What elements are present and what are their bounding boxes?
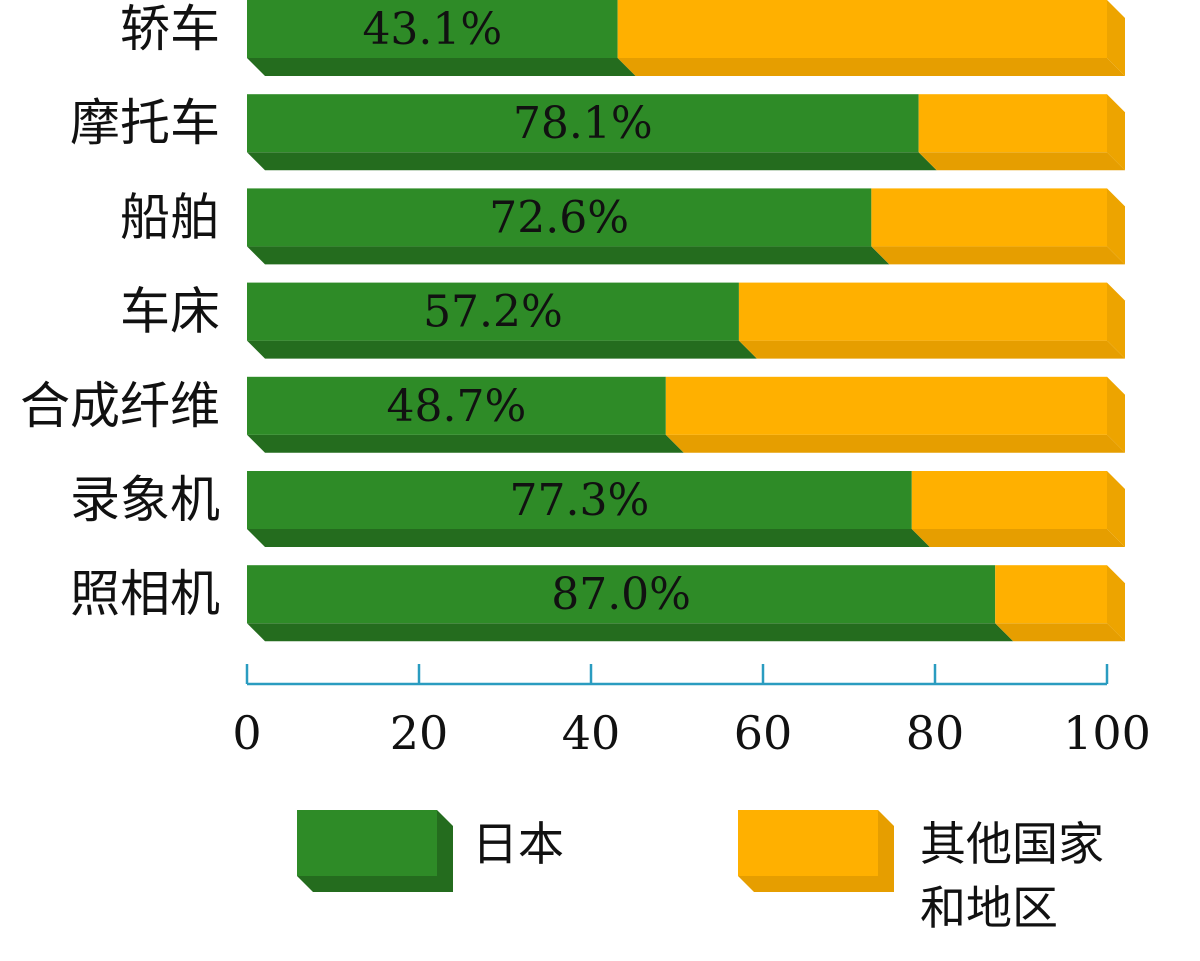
category-label: 照相机 — [70, 565, 220, 623]
bars-layer: 43.1% 轿车 78.1% 摩托车 72.6% 船舶 57.2% 车床 48.7% 合成纤维 77… — [20, 0, 1125, 642]
bar-value-label: 87.0% — [551, 569, 691, 620]
bar-segment-other — [738, 282, 1107, 341]
bar-segment-japan — [247, 565, 996, 624]
bar-row: 57.2% 车床 — [120, 282, 1125, 359]
bar-value-label: 48.7% — [387, 381, 527, 432]
bar-shadow-japan — [247, 152, 937, 171]
x-axis: 0 20 40 60 80 100 — [232, 664, 1151, 760]
bar-segment-other — [617, 0, 1107, 58]
bar-shadow-japan — [247, 58, 636, 76]
bar-segment-other — [995, 565, 1107, 624]
bar-shadow-other — [995, 623, 1125, 642]
x-tick-label: 80 — [906, 706, 965, 760]
bar-side-other — [1107, 565, 1125, 642]
category-label: 船舶 — [120, 188, 220, 246]
bar-segment-japan — [247, 376, 666, 435]
bar-segment-other — [665, 376, 1107, 435]
legend-swatch — [738, 810, 878, 876]
bar-side-other — [1107, 471, 1125, 547]
bar-shadow-other — [738, 340, 1125, 359]
bar-row: 43.1% 轿车 — [120, 0, 1125, 76]
legend-label-line: 和地区 — [920, 881, 1058, 935]
bar-side-other — [1107, 0, 1125, 76]
bar-value-label: 72.6% — [489, 192, 629, 243]
bar-segment-japan — [247, 188, 872, 247]
x-tick-label: 0 — [232, 706, 261, 760]
bar-shadow-japan — [247, 434, 684, 453]
bar-value-label: 78.1% — [513, 98, 653, 149]
x-tick-label: 100 — [1063, 706, 1151, 760]
bar-segment-japan — [247, 0, 618, 58]
bar-shadow-japan — [247, 246, 890, 265]
category-label: 摩托车 — [70, 94, 220, 152]
bar-segment-other — [911, 471, 1107, 529]
category-label: 车床 — [120, 283, 220, 341]
bar-shadow-other — [665, 434, 1125, 453]
bar-side-other — [1107, 94, 1125, 171]
bar-value-label: 77.3% — [509, 475, 649, 526]
bar-side-other — [1107, 376, 1125, 453]
bar-shadow-japan — [247, 623, 1014, 642]
legend-label: 日本 — [472, 817, 564, 871]
bar-shadow-other — [617, 58, 1125, 76]
bar-shadow-japan — [247, 529, 930, 547]
x-tick-label: 20 — [390, 706, 449, 760]
bar-segment-japan — [247, 471, 912, 529]
legend-item-japan: 日本 — [297, 810, 564, 892]
bar-side-other — [1107, 282, 1125, 359]
bar-row: 77.3% 录象机 — [70, 471, 1125, 547]
legend-swatch — [297, 810, 437, 876]
category-label: 录象机 — [70, 471, 220, 529]
bar-shadow-japan — [247, 340, 757, 359]
x-tick-label: 40 — [562, 706, 621, 760]
bar-row: 78.1% 摩托车 — [70, 94, 1125, 171]
legend-label-line: 其他国家 — [920, 817, 1104, 871]
bar-segment-other — [918, 94, 1107, 153]
bar-segment-other — [871, 188, 1107, 247]
bar-shadow-other — [918, 152, 1125, 171]
bar-value-label: 43.1% — [362, 4, 502, 55]
bar-side-other — [1107, 188, 1125, 265]
bar-row: 72.6% 船舶 — [120, 188, 1125, 265]
category-label: 合成纤维 — [20, 377, 220, 435]
bar-shadow-other — [871, 246, 1125, 265]
bar-row: 87.0% 照相机 — [70, 565, 1125, 642]
bar-row: 48.7% 合成纤维 — [20, 376, 1125, 453]
bar-segment-japan — [247, 282, 739, 341]
x-tick-label: 60 — [734, 706, 793, 760]
bar-segment-japan — [247, 94, 919, 153]
bar-shadow-other — [911, 529, 1125, 547]
category-label: 轿车 — [120, 0, 220, 58]
bar-value-label: 57.2% — [423, 287, 563, 338]
